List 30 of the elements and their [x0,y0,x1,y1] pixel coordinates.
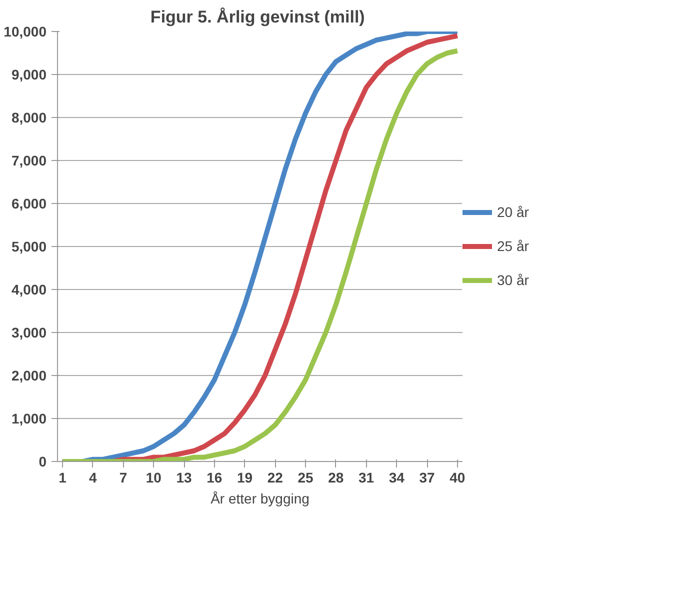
y-tick-label: 1,000 [11,410,47,426]
y-tick-label: 0 [38,454,47,470]
legend-label: 30 år [497,272,529,288]
y-tick-label: 9,000 [11,66,47,82]
y-tick-label: 6,000 [11,196,47,212]
y-tick-label: 3,000 [11,324,47,340]
x-tick-label: 13 [176,470,192,486]
x-tick-label: 37 [419,470,436,486]
legend-label: 25 år [497,238,529,254]
y-tick-label: 7,000 [11,152,47,168]
x-axis-title: År etter bygging [210,490,310,506]
y-tick-label: 2,000 [11,368,47,384]
y-tick-label: 8,000 [11,110,47,126]
chart-title: Figur 5. Årlig gevinst (mill) [150,8,365,26]
legend-label: 20 år [497,204,529,220]
x-tick-label: 1 [58,470,67,486]
x-tick-label: 25 [298,470,314,486]
x-tick-label: 34 [388,470,405,486]
x-tick-label: 16 [206,470,222,486]
x-tick-label: 19 [237,470,253,486]
x-tick-label: 22 [267,470,284,486]
x-tick-label: 40 [450,470,466,486]
x-tick-label: 7 [119,470,128,486]
y-tick-label: 10,000 [4,24,47,40]
x-tick-label: 10 [146,470,162,486]
y-tick-label: 4,000 [11,282,47,298]
y-tick-label: 5,000 [11,238,47,254]
x-tick-label: 31 [358,470,374,486]
x-tick-label: 28 [328,470,344,486]
x-tick-label: 4 [89,470,98,486]
